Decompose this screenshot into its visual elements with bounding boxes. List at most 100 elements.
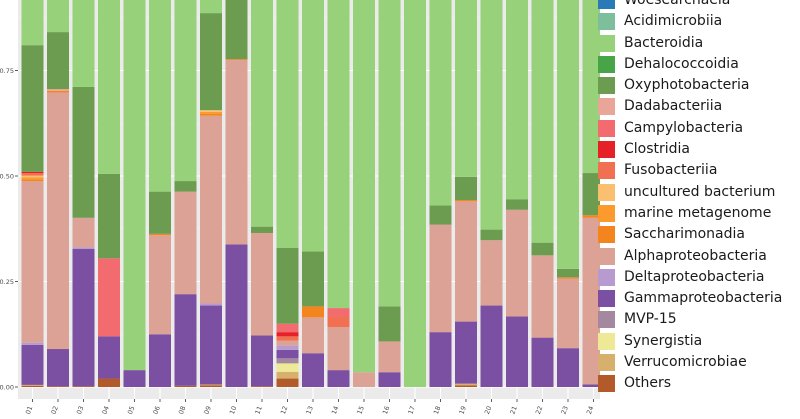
legend-swatch bbox=[598, 183, 615, 201]
bar-stack-03 bbox=[72, 0, 95, 387]
bar-segment bbox=[276, 0, 299, 248]
bar-segment bbox=[302, 251, 324, 307]
bar-segment bbox=[480, 240, 503, 306]
bar-segment bbox=[174, 191, 197, 295]
legend-swatch bbox=[598, 204, 615, 222]
bar-segment bbox=[174, 294, 197, 386]
legend-item: Woesearchaeia bbox=[594, 0, 800, 11]
x-tick-label: 09 bbox=[203, 405, 213, 416]
bar-stack-17 bbox=[404, 0, 426, 387]
x-tick-label: 15 bbox=[356, 405, 366, 416]
legend-label: Campylobacteria bbox=[624, 119, 744, 136]
bar-segment bbox=[200, 110, 222, 112]
bar-segment bbox=[123, 0, 146, 371]
bar-segment bbox=[327, 308, 350, 317]
y-tick-label: 0.25 bbox=[0, 278, 14, 286]
bar-segment bbox=[506, 0, 528, 200]
bar-segment bbox=[429, 205, 452, 225]
bar-stack-15 bbox=[353, 0, 375, 387]
bar-segment bbox=[200, 385, 222, 387]
x-tick-label: 08 bbox=[177, 405, 187, 416]
bar-segment bbox=[200, 303, 222, 306]
bar-segment bbox=[506, 209, 528, 317]
bar-segment bbox=[327, 370, 350, 387]
legend-label: Woesearchaeia bbox=[624, 0, 731, 8]
x-tick-label: 21 bbox=[509, 405, 519, 416]
bar-segment bbox=[21, 0, 44, 46]
bar-segment bbox=[378, 341, 401, 373]
legend-label: Verrucomicrobiae bbox=[624, 354, 747, 371]
legend-label: Acidimicrobiia bbox=[624, 13, 723, 30]
legend-label: Synergistia bbox=[624, 332, 703, 349]
bar-segment bbox=[455, 321, 477, 384]
y-axis: 0.00 0.25 0.50 0.75 bbox=[0, 67, 18, 392]
x-tick-label: 03 bbox=[75, 405, 85, 416]
bar-stack-06 bbox=[149, 0, 171, 387]
legend-label: Others bbox=[624, 375, 672, 392]
bar-stack-18 bbox=[429, 0, 452, 387]
bar-segment bbox=[531, 0, 554, 243]
bar-segment bbox=[72, 247, 95, 250]
x-tick-label: 17 bbox=[407, 405, 417, 416]
x-tick-label: 12 bbox=[279, 405, 289, 416]
bar-segment bbox=[429, 0, 452, 206]
bar-segment bbox=[174, 385, 197, 387]
legend-swatch bbox=[598, 354, 615, 372]
bar-segment bbox=[582, 217, 600, 385]
legend-swatch bbox=[598, 55, 615, 73]
bar-stack-11 bbox=[251, 0, 273, 387]
bar-segment bbox=[98, 258, 120, 337]
bar-segment bbox=[480, 0, 503, 230]
bar-segment bbox=[149, 334, 171, 387]
bar-segment bbox=[327, 0, 350, 309]
bar-stack-13 bbox=[302, 0, 324, 387]
bar-segment bbox=[200, 0, 222, 14]
bar-segment bbox=[225, 59, 248, 60]
bar-segment bbox=[200, 111, 222, 114]
legend-item: Oxyphotobacteria bbox=[594, 75, 800, 96]
bar-segment bbox=[455, 176, 477, 201]
bar-stack-12 bbox=[276, 0, 299, 387]
x-tick-label: 14 bbox=[330, 405, 340, 416]
bar-segment bbox=[21, 384, 44, 386]
bar-segment bbox=[98, 0, 120, 174]
bar-segment bbox=[251, 335, 273, 387]
legend-item: uncultured bacterium bbox=[594, 182, 800, 203]
legend-label: MVP-15 bbox=[624, 311, 677, 328]
bar-segment bbox=[225, 59, 248, 245]
legend-label: Gammaproteobacteria bbox=[624, 290, 783, 307]
x-tick-label: 24 bbox=[585, 405, 595, 416]
legend-label: Deltaproteobacteria bbox=[624, 268, 765, 285]
bar-segment bbox=[302, 0, 324, 252]
bar-segment bbox=[200, 384, 222, 386]
y-tick-label: 0.75 bbox=[0, 67, 14, 75]
x-tick-label: 05 bbox=[126, 405, 136, 416]
x-tick-label: 01 bbox=[24, 405, 34, 416]
bar-segment bbox=[251, 386, 273, 387]
legend-swatch bbox=[598, 290, 615, 308]
bar-stack-10 bbox=[225, 0, 248, 387]
bar-stacks bbox=[21, 0, 600, 387]
bar-segment bbox=[276, 332, 299, 337]
bar-stack-16 bbox=[378, 0, 401, 387]
x-tick-label: 04 bbox=[101, 405, 111, 416]
bar-segment bbox=[225, 244, 248, 387]
legend-swatch bbox=[598, 311, 615, 329]
legend-swatch bbox=[598, 162, 615, 180]
bar-segment bbox=[200, 113, 222, 116]
bar-segment bbox=[302, 353, 324, 387]
legend: Woesearchaeia Acidimicrobiia Bacteroidia De… bbox=[594, 0, 800, 395]
legend-label: Clostridia bbox=[624, 141, 691, 158]
bar-segment bbox=[582, 0, 600, 174]
legend-item: Synergistia bbox=[594, 331, 800, 352]
bar-segment bbox=[21, 45, 44, 172]
legend-item: Saccharimonadia bbox=[594, 224, 800, 245]
bar-segment bbox=[98, 378, 120, 387]
bar-segment bbox=[149, 191, 171, 234]
bar-segment bbox=[98, 336, 120, 379]
bar-segment bbox=[429, 332, 452, 387]
bar-segment bbox=[455, 383, 477, 386]
bar-segment bbox=[72, 217, 95, 248]
bar-segment bbox=[225, 0, 248, 60]
legend-item: Alphaproteobacteria bbox=[594, 246, 800, 267]
